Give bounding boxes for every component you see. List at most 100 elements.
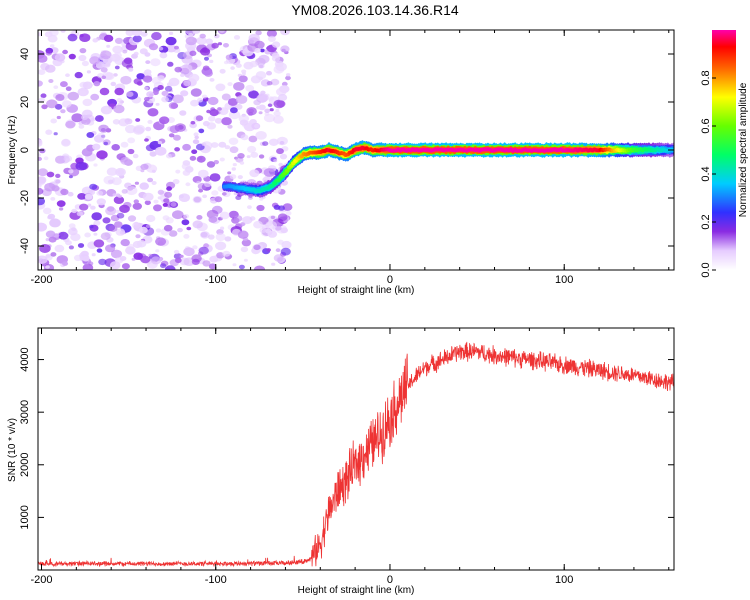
noise-speckle bbox=[235, 63, 242, 68]
noise-speckle bbox=[81, 148, 93, 157]
noise-speckle bbox=[273, 159, 278, 163]
noise-speckle bbox=[174, 147, 181, 152]
heatmap-y-label: Frequency (Hz) bbox=[7, 116, 18, 185]
noise-speckle bbox=[285, 210, 292, 216]
noise-speckle bbox=[116, 98, 123, 103]
noise-speckle bbox=[121, 263, 130, 270]
noise-speckle bbox=[114, 37, 124, 45]
noise-speckle bbox=[237, 153, 245, 159]
noise-speckle bbox=[271, 262, 276, 266]
noise-speckle bbox=[170, 202, 177, 207]
noise-speckle bbox=[209, 78, 215, 82]
noise-speckle bbox=[102, 217, 111, 224]
noise-speckle bbox=[126, 91, 134, 97]
noise-speckle bbox=[275, 225, 282, 231]
noise-speckle bbox=[196, 36, 207, 45]
noise-speckle bbox=[48, 79, 54, 83]
noise-speckle bbox=[101, 75, 107, 80]
noise-speckle bbox=[281, 48, 286, 53]
noise-speckle bbox=[151, 31, 162, 41]
frequency-ridge bbox=[222, 140, 674, 198]
noise-speckle bbox=[255, 71, 267, 80]
noise-speckle bbox=[201, 142, 207, 146]
noise-speckle bbox=[235, 95, 248, 104]
noise-speckle bbox=[113, 104, 125, 114]
noise-speckle bbox=[169, 31, 174, 35]
noise-speckle bbox=[263, 168, 276, 177]
noise-speckle bbox=[188, 73, 200, 83]
noise-speckle bbox=[127, 148, 135, 155]
noise-speckle bbox=[114, 256, 124, 264]
noise-speckle bbox=[173, 134, 181, 141]
noise-speckle bbox=[104, 72, 115, 80]
noise-speckle bbox=[100, 105, 113, 115]
noise-speckle bbox=[77, 243, 85, 248]
noise-speckle bbox=[240, 246, 249, 253]
noise-speckle bbox=[55, 94, 65, 101]
noise-speckle bbox=[99, 87, 110, 96]
noise-speckle bbox=[233, 35, 241, 40]
noise-speckle bbox=[114, 87, 124, 96]
noise-speckle bbox=[245, 84, 255, 92]
noise-speckle bbox=[280, 227, 289, 234]
noise-speckle bbox=[119, 230, 126, 235]
noise-speckle bbox=[56, 200, 66, 208]
x-tick-label: -100 bbox=[205, 274, 227, 286]
noise-speckle bbox=[38, 255, 48, 264]
snr-series-line bbox=[38, 341, 674, 568]
noise-speckle bbox=[227, 98, 238, 106]
y-tick-label: 3000 bbox=[19, 400, 31, 424]
noise-speckle bbox=[115, 167, 126, 177]
noise-speckle bbox=[135, 234, 141, 239]
y-tick-label: 2000 bbox=[19, 453, 31, 477]
noise-speckle bbox=[168, 102, 178, 110]
noise-speckle bbox=[266, 70, 272, 76]
noise-speckle bbox=[200, 232, 208, 238]
noise-speckle bbox=[258, 54, 270, 64]
noise-speckle bbox=[258, 154, 265, 159]
noise-speckle bbox=[247, 145, 257, 153]
noise-speckle bbox=[227, 124, 233, 129]
noise-speckle bbox=[38, 54, 48, 63]
noise-speckle bbox=[241, 239, 252, 247]
noise-speckle bbox=[133, 252, 143, 260]
page-title: YM08.2026.103.14.36.R14 bbox=[291, 2, 459, 18]
noise-speckle bbox=[86, 70, 91, 74]
noise-speckle bbox=[175, 169, 181, 174]
noise-speckle bbox=[136, 73, 145, 80]
noise-speckle bbox=[63, 155, 73, 162]
noise-speckle bbox=[50, 197, 56, 201]
noise-speckle bbox=[146, 164, 158, 173]
snr-x-ticks: -200 -100 0 100 bbox=[30, 328, 670, 586]
noise-speckle bbox=[38, 32, 42, 37]
noise-speckle bbox=[165, 36, 177, 46]
noise-speckle bbox=[53, 85, 59, 89]
x-tick-label: -200 bbox=[30, 274, 52, 286]
noise-speckle bbox=[159, 116, 170, 125]
noise-speckle bbox=[188, 33, 194, 37]
noise-speckle bbox=[38, 168, 48, 177]
noise-speckle bbox=[58, 231, 69, 240]
noise-speckle bbox=[38, 80, 43, 87]
noise-speckle bbox=[92, 143, 101, 150]
noise-speckle bbox=[197, 97, 203, 103]
noise-speckle bbox=[190, 99, 199, 107]
noise-speckle bbox=[89, 224, 94, 229]
noise-speckle bbox=[192, 245, 198, 250]
noise-speckle bbox=[93, 163, 98, 167]
noise-speckle bbox=[150, 256, 162, 265]
noise-speckle bbox=[248, 90, 259, 99]
noise-speckle bbox=[133, 199, 139, 204]
noise-speckle bbox=[144, 138, 149, 142]
noise-speckle bbox=[279, 153, 288, 160]
noise-speckle bbox=[193, 132, 199, 137]
noise-speckle bbox=[157, 141, 162, 145]
noise-speckle bbox=[58, 207, 64, 211]
noise-speckle bbox=[272, 41, 281, 48]
noise-speckle bbox=[185, 182, 191, 187]
noise-speckle bbox=[153, 199, 159, 204]
colorbar-label: Normalized spectral amplitude bbox=[738, 82, 749, 217]
noise-speckle bbox=[214, 196, 223, 203]
noise-speckle bbox=[48, 236, 57, 243]
noise-speckle bbox=[40, 63, 50, 71]
